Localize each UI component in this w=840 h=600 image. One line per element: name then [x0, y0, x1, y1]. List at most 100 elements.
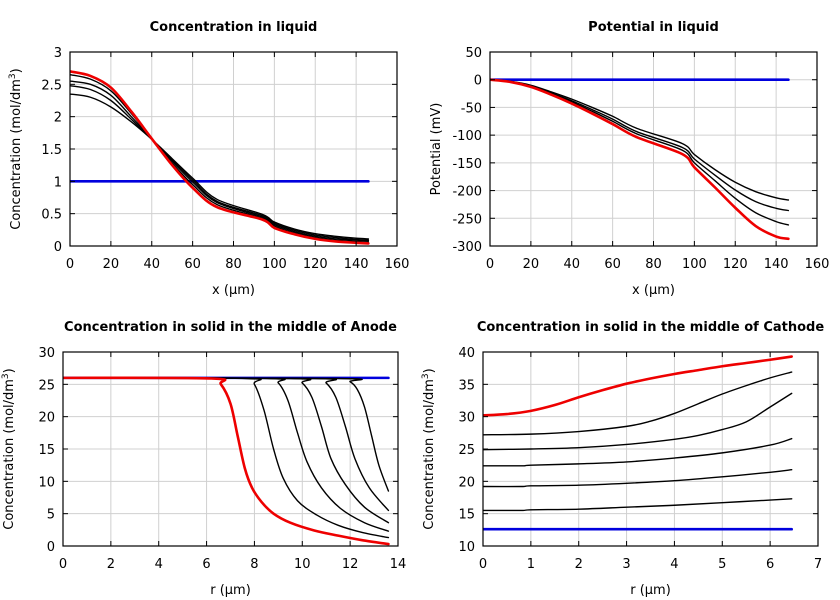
x-tick-label: 140: [764, 257, 789, 272]
y-tick-label: 30: [38, 346, 55, 361]
series-line-t2: [63, 377, 390, 512]
x-tick-label: 12: [342, 557, 359, 572]
y-tick-label: 2: [54, 111, 62, 126]
x-tick-label: 0: [479, 557, 487, 572]
series-line-t4: [63, 377, 390, 532]
series-line-t1: [483, 498, 793, 512]
x-tick-label: 40: [563, 257, 580, 272]
x-tick-label: 8: [250, 557, 258, 572]
series-group: [70, 70, 370, 245]
y-tick-label: 50: [465, 46, 482, 61]
y-tick-label: 20: [458, 475, 475, 490]
y-tick-label: -150: [452, 157, 482, 172]
x-tick-label: 4: [155, 557, 163, 572]
y-axis-label: Potential (mV): [429, 103, 444, 196]
series-line-t5: [63, 377, 390, 539]
y-tick-label: 35: [458, 378, 475, 393]
y-tick-label: -100: [452, 129, 482, 144]
x-tick-label: 60: [604, 257, 621, 272]
series-line-final: [483, 355, 793, 417]
y-tick-label: 5: [47, 508, 55, 523]
y-tick-label: 10: [458, 540, 475, 555]
x-tick-label: 3: [622, 557, 630, 572]
y-tick-label: 40: [458, 346, 475, 361]
chart-title: Concentration in solid in the middle of …: [477, 320, 825, 335]
series-line-t3: [483, 437, 793, 467]
y-axis-label: Concentration (mol/dm3): [8, 68, 24, 230]
y-tick-label: 3: [54, 46, 62, 61]
series-line-t3: [70, 80, 370, 242]
y-tick-label: -50: [461, 101, 482, 116]
x-tick-label: 2: [107, 557, 115, 572]
y-tick-label: 0.5: [41, 208, 62, 223]
series-line-t5: [483, 371, 793, 436]
y-tick-label: 20: [38, 411, 55, 426]
chart-title: Potential in liquid: [588, 20, 719, 35]
y-tick-label: 2.5: [41, 78, 62, 93]
x-axis-label: r (µm): [630, 583, 671, 598]
y-tick-label: 1.5: [41, 143, 62, 158]
x-tick-label: 160: [805, 257, 830, 272]
x-tick-label: 80: [225, 257, 242, 272]
x-tick-label: 0: [486, 257, 494, 272]
series-line-t2: [483, 468, 793, 488]
chart-title: Concentration in solid in the middle of …: [64, 320, 397, 335]
chart-panel-3: 0 2 4 6 8 10 12 14 0 5 10 15 20 25 30 Concentration in …: [1, 320, 406, 598]
y-tick-label: -300: [452, 240, 482, 255]
x-tick-label: 6: [202, 557, 210, 572]
x-axis-label: r (µm): [210, 583, 251, 598]
x-tick-label: 120: [303, 257, 328, 272]
series-group: [490, 78, 790, 241]
y-tick-label: 25: [38, 378, 55, 393]
x-tick-label: 1: [527, 557, 535, 572]
x-tick-label: 160: [385, 257, 410, 272]
x-tick-label: 40: [143, 257, 160, 272]
series-line-t1: [70, 93, 370, 240]
chart-title: Concentration in liquid: [150, 20, 318, 35]
series-line-t3: [490, 79, 790, 226]
x-tick-label: 7: [814, 557, 822, 572]
x-axis-label: x (µm): [632, 283, 675, 298]
x-tick-label: 100: [682, 257, 707, 272]
x-tick-label: 14: [390, 557, 407, 572]
series-line-t4: [483, 392, 793, 451]
y-axis-label: Concentration (mol/dm3): [1, 368, 17, 530]
x-tick-label: 10: [294, 557, 311, 572]
x-tick-label: 120: [723, 257, 748, 272]
y-tick-label: 0: [474, 74, 482, 89]
series-group: [63, 376, 390, 546]
y-tick-label: 15: [38, 443, 55, 458]
y-tick-label: 25: [458, 443, 475, 458]
x-axis-label: x (µm): [212, 283, 255, 298]
series-line-t3: [63, 377, 390, 524]
x-tick-label: 2: [575, 557, 583, 572]
series-line-final: [63, 376, 390, 546]
chart-panel-1: 0 20 40 60 80 100 120 140 160 0 0.5 1 1.5 2 2.5 3 Concen…: [8, 20, 409, 298]
y-tick-label: -200: [452, 185, 482, 200]
x-tick-label: 140: [344, 257, 369, 272]
x-tick-label: 60: [184, 257, 201, 272]
y-tick-label: 0: [54, 240, 62, 255]
y-axis-label: Concentration (mol/dm3): [421, 368, 437, 530]
series-line-final: [490, 78, 790, 241]
x-tick-label: 20: [103, 257, 120, 272]
series-line-t2: [70, 84, 370, 241]
x-tick-label: 20: [523, 257, 540, 272]
y-tick-label: 1: [54, 175, 62, 190]
x-tick-label: 0: [59, 557, 67, 572]
chart-panel-2: 0 20 40 60 80 100 120 140 160 -300 -250 -200 -150 -10…: [429, 20, 829, 298]
x-tick-label: 5: [718, 557, 726, 572]
series-line-final: [70, 70, 370, 245]
y-tick-label: 30: [458, 411, 475, 426]
y-tick-label: 10: [38, 475, 55, 490]
y-tick-label: 15: [458, 508, 475, 523]
x-tick-label: 0: [66, 257, 74, 272]
series-line-t1: [490, 79, 790, 201]
x-tick-label: 80: [645, 257, 662, 272]
x-tick-label: 6: [766, 557, 774, 572]
x-tick-label: 100: [262, 257, 287, 272]
x-tick-label: 4: [670, 557, 678, 572]
series-group: [483, 355, 793, 531]
